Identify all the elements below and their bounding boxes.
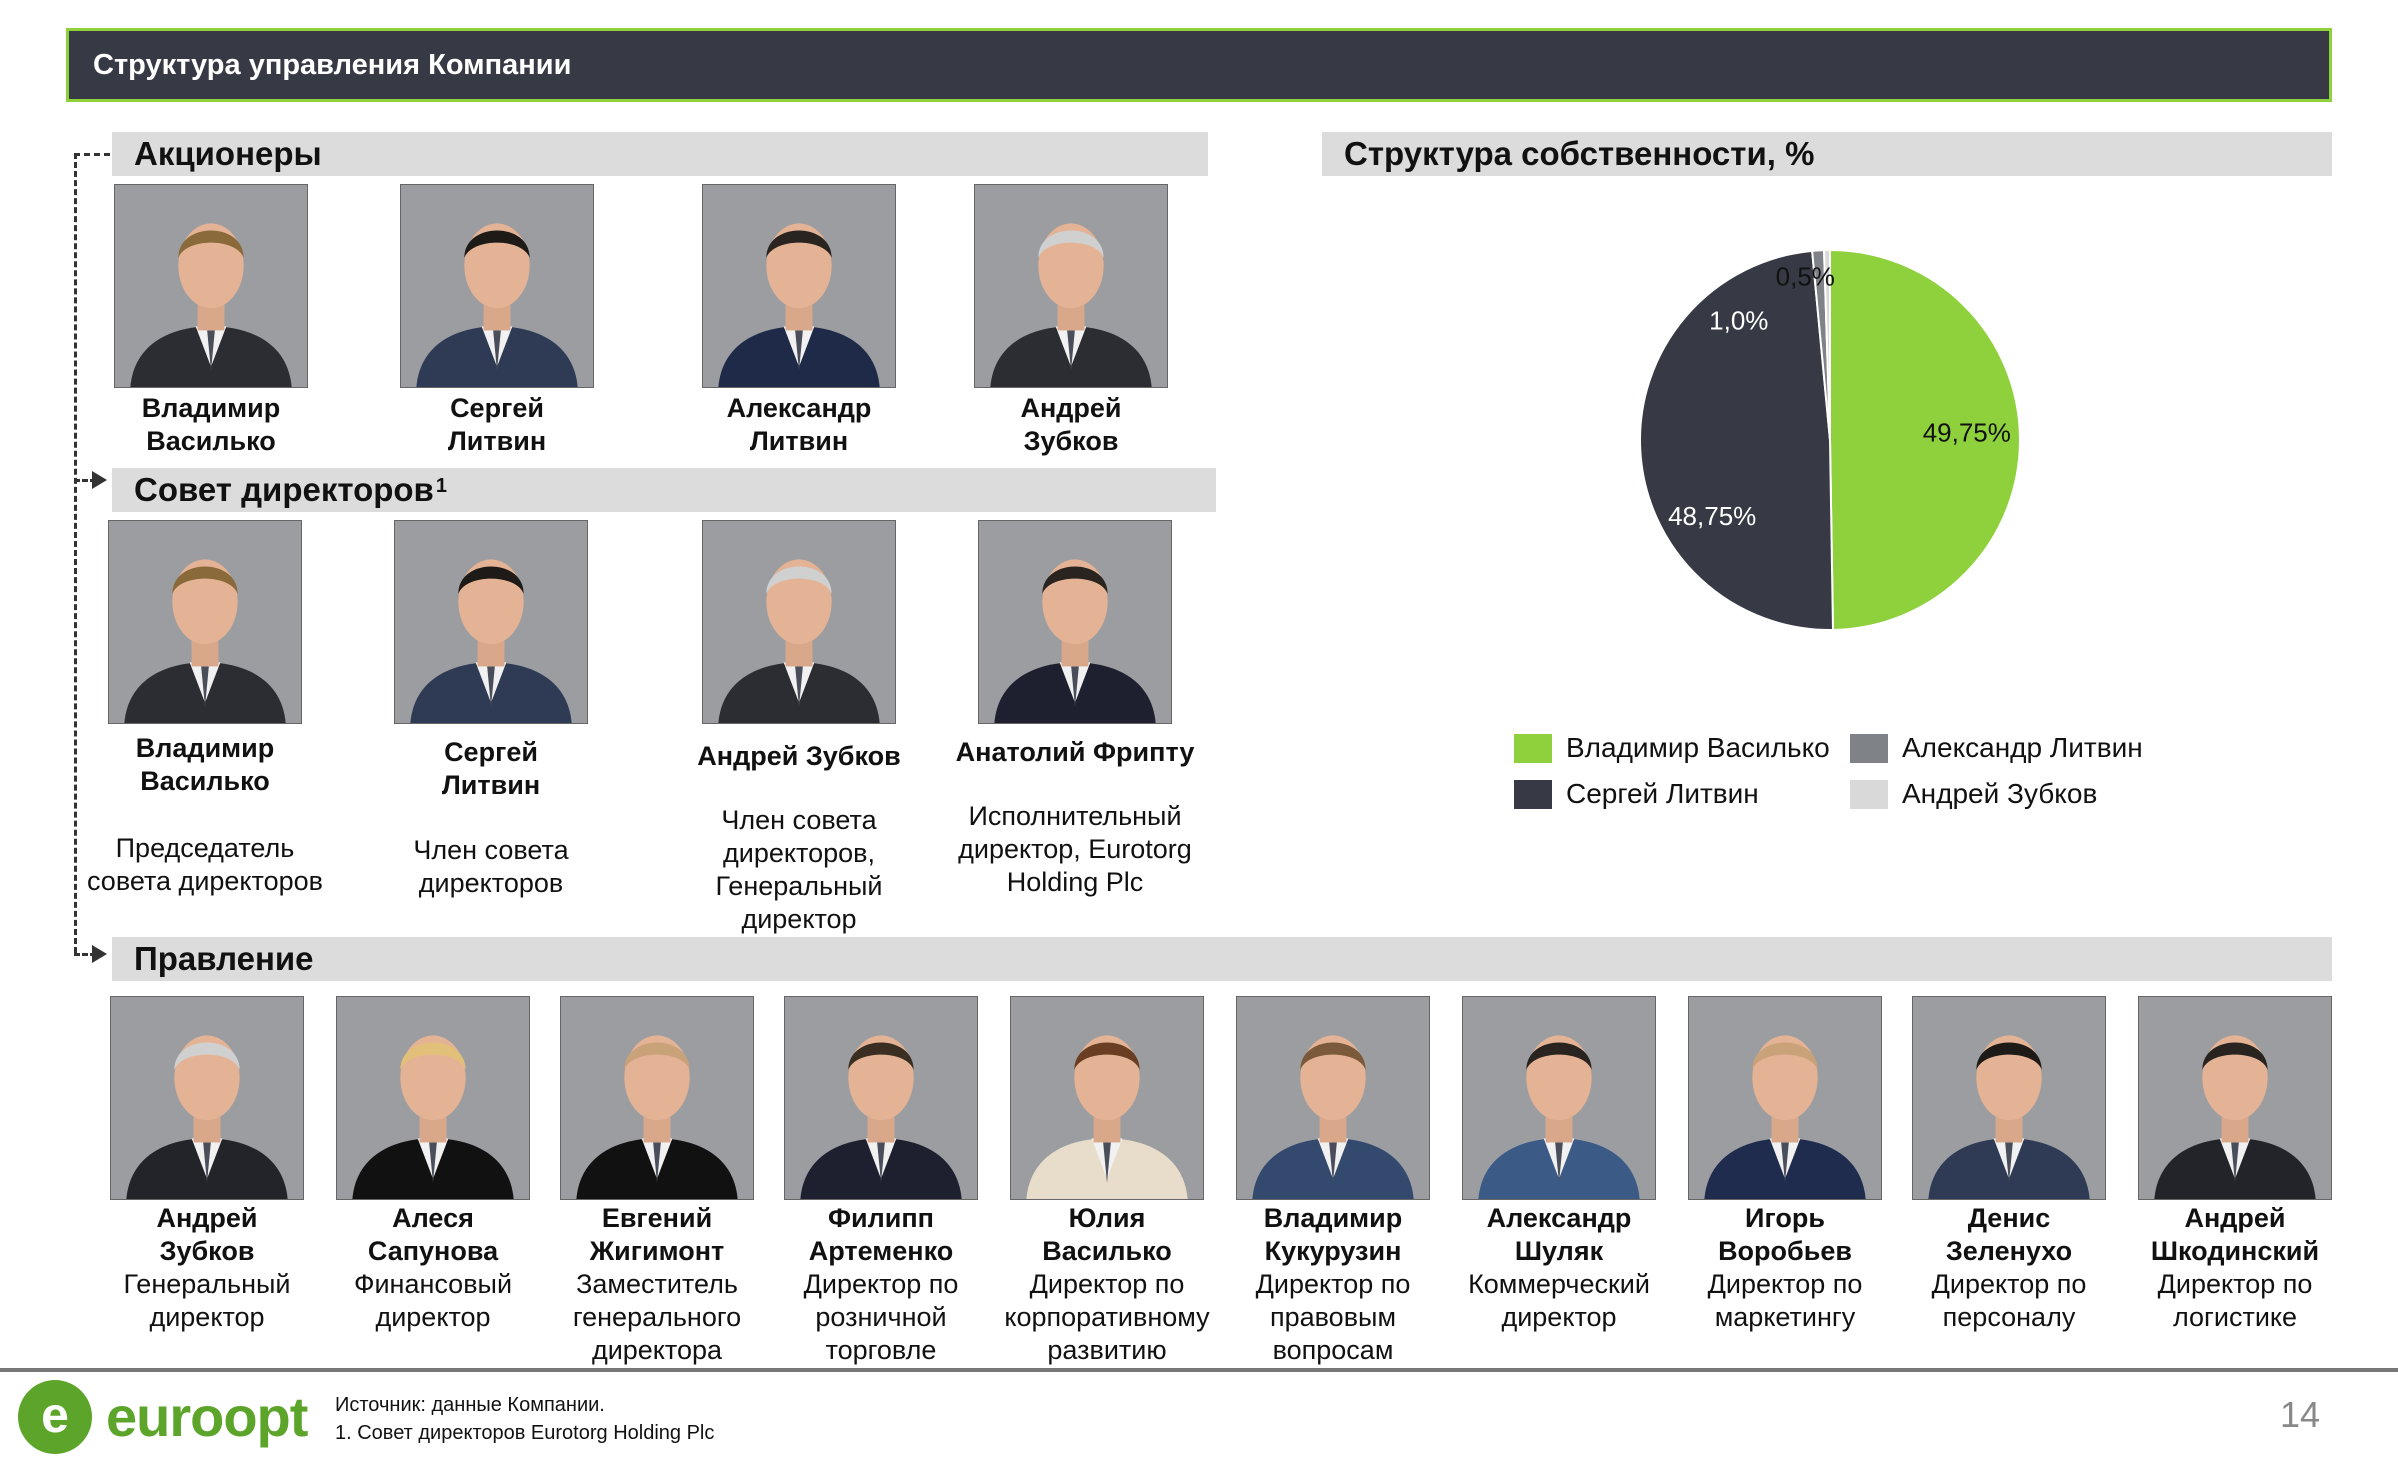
management-member-photo bbox=[2138, 996, 2332, 1200]
management-member-role: Директор по корпоративному развитию bbox=[1004, 1269, 1210, 1365]
euroopt-logo-text: euroopt bbox=[106, 1385, 308, 1448]
connector-management bbox=[74, 953, 96, 956]
footer-divider bbox=[0, 1368, 2398, 1372]
shareholder-photo bbox=[702, 184, 896, 388]
legend-item: Александр Литвин bbox=[1850, 732, 2143, 764]
management-member-name: Денис Зеленухо bbox=[1945, 1203, 2073, 1266]
ownership-header: Структура собственности, % bbox=[1322, 132, 2332, 176]
shareholder-name: Сергей Литвин bbox=[447, 393, 547, 456]
management-member-role: Финансовый директор bbox=[353, 1269, 513, 1332]
board-member-photo bbox=[394, 520, 588, 724]
ownership-pie-chart: 49,75% 48,75% 1,0% 0,5% bbox=[1639, 248, 2022, 631]
page-number: 14 bbox=[2279, 1394, 2320, 1435]
pie-label: 49,75% bbox=[1923, 417, 2011, 447]
management-member-role: Генеральный директор bbox=[123, 1269, 291, 1332]
arrow-board-icon bbox=[92, 471, 107, 489]
management-title: Правление bbox=[134, 940, 314, 977]
management-member-photo bbox=[1912, 996, 2106, 1200]
shareholder-photo bbox=[974, 184, 1168, 388]
management-member-name: Игорь Воробьев bbox=[1718, 1203, 1852, 1266]
management-member-photo bbox=[110, 996, 304, 1200]
management-member-name: Алеся Сапунова bbox=[367, 1203, 499, 1266]
management-member-name: Андрей Шкодинский bbox=[2150, 1203, 2320, 1266]
management-member-photo bbox=[1462, 996, 1656, 1200]
legend-swatch bbox=[1850, 733, 1888, 763]
management-member-name: Филипп Артеменко bbox=[808, 1203, 954, 1266]
board-member-name: Сергей Литвин bbox=[441, 737, 541, 800]
board-member-name: Анатолий Фрипту bbox=[955, 737, 1195, 767]
legend-item: Сергей Литвин bbox=[1514, 778, 1759, 810]
shareholder-name: Владимир Василько bbox=[141, 393, 281, 456]
svg-text:e: e bbox=[41, 1387, 69, 1443]
board-footnote: 1 bbox=[435, 474, 447, 497]
board-member-name: Владимир Василько bbox=[135, 733, 275, 796]
legend-label: Сергей Литвин bbox=[1566, 778, 1759, 809]
connector-top bbox=[74, 153, 110, 156]
board-member-role: Председатель совета директоров bbox=[87, 833, 323, 896]
board-member-role: Исполнительный директор, Eurotorg Holdin… bbox=[958, 801, 1192, 897]
board-member-name: Андрей Зубков bbox=[697, 741, 901, 771]
shareholder-name: Александр Литвин bbox=[726, 393, 872, 456]
management-member-photo bbox=[1010, 996, 1204, 1200]
arrow-management-icon bbox=[92, 945, 107, 963]
management-member-photo bbox=[336, 996, 530, 1200]
management-member-role: Заместитель генерального директора bbox=[572, 1269, 742, 1365]
legend-label: Андрей Зубков bbox=[1902, 778, 2098, 809]
management-member-photo bbox=[1688, 996, 1882, 1200]
management-member-role: Директор по логистике bbox=[2157, 1269, 2313, 1332]
board-member-photo bbox=[108, 520, 302, 724]
shareholder-name: Андрей Зубков bbox=[1020, 393, 1122, 456]
management-member-name: Юлия Василько bbox=[1042, 1203, 1172, 1266]
connector-vertical bbox=[74, 153, 77, 953]
management-member-name: Александр Шуляк bbox=[1486, 1203, 1632, 1266]
management-member-photo bbox=[784, 996, 978, 1200]
management-member-role: Директор по розничной торговле bbox=[803, 1269, 959, 1365]
shareholder-photo bbox=[114, 184, 308, 388]
board-member-photo bbox=[702, 520, 896, 724]
pie-slice bbox=[1829, 248, 2022, 631]
legend-label: Александр Литвин bbox=[1902, 732, 2143, 763]
pie-slice bbox=[1639, 249, 1834, 631]
ownership-title: Структура собственности, % bbox=[1344, 135, 1815, 172]
pie-slice bbox=[1823, 248, 1831, 441]
board-header: Совет директоров 1 bbox=[112, 468, 1216, 512]
management-member-photo bbox=[560, 996, 754, 1200]
management-member-name: Андрей Зубков bbox=[156, 1203, 258, 1266]
legend-swatch bbox=[1514, 733, 1552, 763]
connector-board bbox=[74, 479, 96, 482]
board-member-role: Член совета директоров bbox=[413, 835, 569, 898]
management-member-photo bbox=[1236, 996, 1430, 1200]
footnote: 1. Совет директоров Eurotorg Holding Plc bbox=[335, 1422, 715, 1444]
source-note: Источник: данные Компании. bbox=[335, 1394, 605, 1416]
management-header: Правление bbox=[112, 937, 2332, 981]
legend-swatch bbox=[1850, 779, 1888, 809]
pie-label: 1,0% bbox=[1709, 305, 1768, 335]
shareholders-title: Акционеры bbox=[134, 135, 322, 172]
shareholders-header: Акционеры bbox=[112, 132, 1208, 176]
slide-title: Структура управления Компании bbox=[66, 28, 2332, 102]
board-title: Совет директоров bbox=[134, 471, 434, 508]
euroopt-logo-icon: e bbox=[18, 1380, 92, 1454]
management-member-name: Евгений Жигимонт bbox=[589, 1203, 725, 1266]
board-member-role: Член совета директоров, Генеральный дире… bbox=[715, 805, 883, 934]
legend-label: Владимир Василько bbox=[1566, 732, 1830, 763]
board-member-photo bbox=[978, 520, 1172, 724]
legend-item: Владимир Василько bbox=[1514, 732, 1830, 764]
shareholder-photo bbox=[400, 184, 594, 388]
management-member-role: Директор по правовым вопросам bbox=[1255, 1269, 1411, 1365]
legend-swatch bbox=[1514, 779, 1552, 809]
pie-label: 0,5% bbox=[1776, 262, 1835, 292]
management-member-role: Директор по маркетингу bbox=[1707, 1269, 1863, 1332]
legend-item: Андрей Зубков bbox=[1850, 778, 2097, 810]
management-member-role: Коммерческий директор bbox=[1468, 1269, 1650, 1332]
management-member-role: Директор по персоналу bbox=[1931, 1269, 2087, 1332]
pie-label: 48,75% bbox=[1668, 501, 1756, 531]
management-member-name: Владимир Кукурузин bbox=[1263, 1203, 1403, 1266]
